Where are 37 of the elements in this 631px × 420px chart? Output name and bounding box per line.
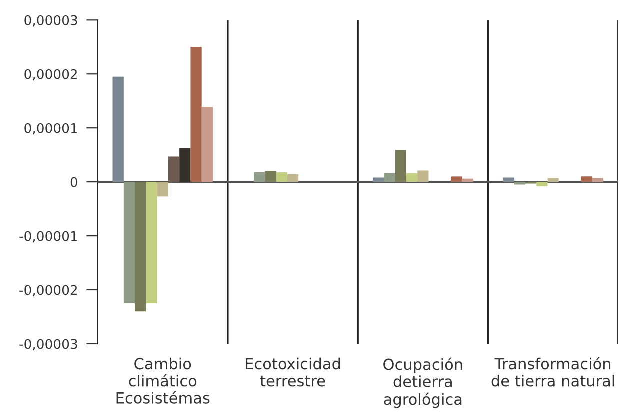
bar bbox=[514, 182, 526, 185]
y-tick-label: 0 bbox=[70, 177, 78, 188]
x-tick-label: Ecotoxicidad terrestre bbox=[246, 358, 340, 387]
bar bbox=[581, 176, 592, 182]
bar bbox=[168, 156, 180, 182]
bar bbox=[202, 107, 213, 182]
bar bbox=[418, 170, 429, 182]
bar bbox=[112, 76, 124, 182]
y-tick-label: -0,00001 bbox=[20, 231, 78, 243]
bar bbox=[146, 182, 158, 304]
bar bbox=[462, 178, 474, 182]
bar bbox=[373, 178, 384, 182]
bar bbox=[536, 182, 548, 186]
bar bbox=[276, 172, 288, 182]
bar bbox=[124, 182, 136, 304]
bar bbox=[287, 174, 299, 182]
x-tick-label: Cambio climático Ecosistémas bbox=[116, 358, 210, 404]
bar bbox=[157, 182, 168, 197]
bar bbox=[180, 148, 191, 182]
bar bbox=[451, 176, 462, 182]
x-tick-label: Transformación de tierra natural bbox=[492, 357, 614, 387]
y-tick-label: 0,00002 bbox=[24, 69, 78, 81]
bar bbox=[265, 171, 276, 182]
bar bbox=[190, 47, 202, 182]
bar bbox=[548, 178, 559, 182]
bar bbox=[395, 150, 406, 182]
y-tick-label: -0,00002 bbox=[20, 285, 78, 297]
bar bbox=[592, 178, 604, 182]
bar bbox=[135, 182, 146, 312]
bar bbox=[384, 173, 396, 182]
y-tick-label: -0,00003 bbox=[20, 339, 78, 351]
y-tick-label: 0,00003 bbox=[24, 15, 78, 27]
y-tick-label: 0,00001 bbox=[24, 123, 78, 135]
bar bbox=[503, 178, 514, 182]
bar bbox=[254, 172, 266, 182]
bar bbox=[406, 173, 418, 182]
x-tick-label: Ocupación detierra agrológica bbox=[384, 358, 462, 408]
